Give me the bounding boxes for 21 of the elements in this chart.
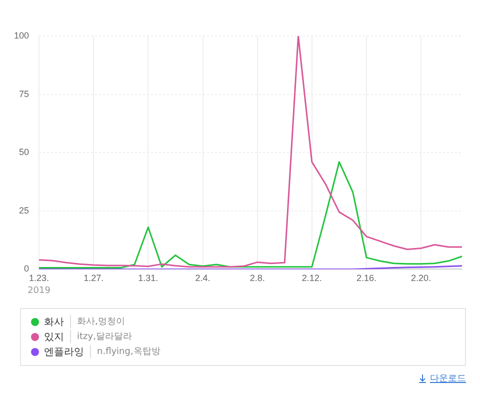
x-tick-label: 1.31. bbox=[138, 273, 158, 284]
text: 다운로드 bbox=[430, 373, 466, 385]
x-tick-label: 2.16. bbox=[356, 273, 377, 284]
x-tick-label: 1.27. bbox=[84, 273, 104, 284]
y-tick-label: 0 bbox=[24, 264, 30, 274]
y-tick-label: 50 bbox=[19, 147, 30, 158]
legend-label: 엔플라잉 bbox=[44, 346, 84, 358]
y-tick-label: 100 bbox=[14, 30, 30, 40]
text: 2019 bbox=[28, 286, 51, 296]
x-tick-label: 2.4. bbox=[195, 273, 210, 284]
legend-label: 있지 bbox=[44, 330, 64, 344]
x-tick-label: 1.23. bbox=[29, 273, 50, 284]
y-tick-label: 25 bbox=[19, 205, 30, 216]
x-tick-label: 2.12. bbox=[302, 273, 322, 284]
text: itzy,달라달라 bbox=[70, 330, 132, 343]
legend-label: 화사 bbox=[44, 316, 64, 328]
text: 화사,멍청이 bbox=[70, 315, 125, 328]
y-tick-label: 75 bbox=[19, 88, 30, 99]
x-tick-label: 2.20. bbox=[411, 273, 432, 284]
x-tick-label: 2.8. bbox=[250, 273, 265, 284]
text: n.flying,옥탑방 bbox=[90, 345, 160, 358]
